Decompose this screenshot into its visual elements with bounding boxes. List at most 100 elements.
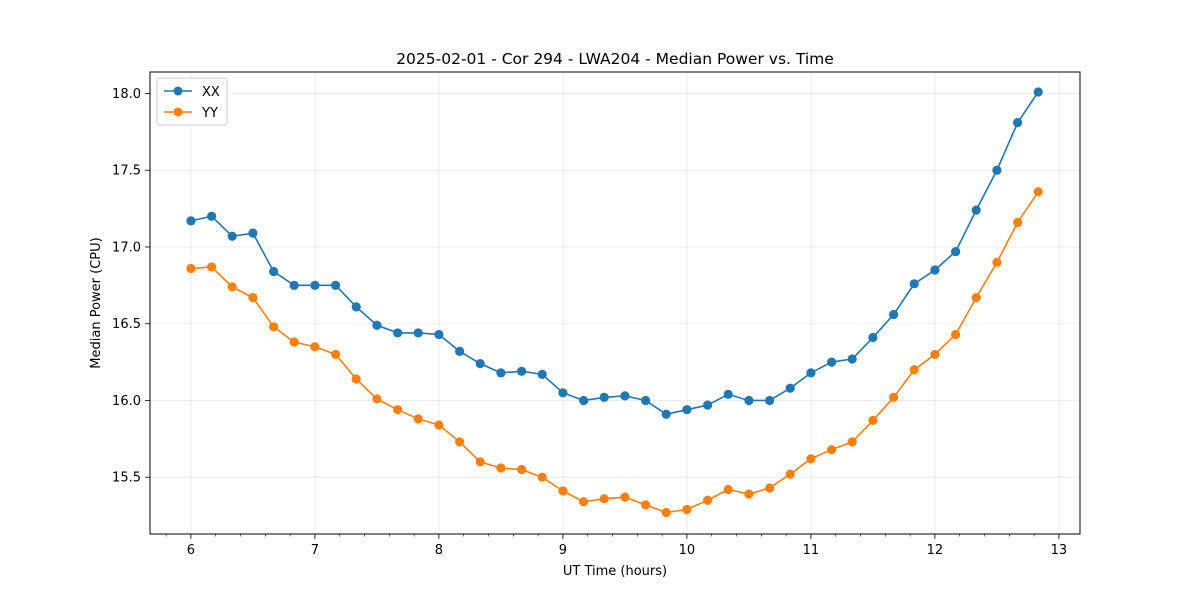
data-point-xx: [620, 391, 630, 401]
data-point-xx: [579, 395, 589, 406]
data-point-xx: [703, 400, 713, 410]
data-point-yy: [827, 444, 837, 455]
data-point-yy: [806, 454, 816, 464]
data-point-xx: [723, 389, 733, 399]
x-tick-label: 13: [1051, 543, 1068, 558]
data-point-xx: [930, 265, 940, 275]
data-point-xx: [558, 388, 568, 398]
data-point-yy: [723, 484, 733, 495]
data-point-yy: [331, 349, 341, 360]
data-point-xx: [785, 383, 795, 393]
data-point-xx: [372, 320, 382, 330]
data-point-yy: [641, 500, 651, 510]
data-point-yy: [289, 337, 299, 347]
data-point-yy: [909, 365, 919, 375]
data-point-yy: [393, 405, 403, 415]
data-point-yy: [413, 414, 423, 424]
y-tick-label: 18.0: [112, 87, 141, 102]
data-point-yy: [227, 282, 237, 292]
data-point-xx: [434, 329, 444, 340]
data-point-xx: [827, 357, 837, 367]
data-point-yy: [744, 489, 754, 499]
data-point-yy: [207, 262, 217, 272]
data-point-yy: [248, 293, 258, 303]
data-point-xx: [847, 354, 857, 364]
y-tick-label: 16.5: [112, 317, 141, 332]
data-point-yy: [1033, 187, 1043, 197]
data-point-yy: [951, 329, 961, 340]
data-point-xx: [806, 368, 816, 378]
x-tick-label: 7: [311, 543, 319, 558]
data-point-xx: [496, 368, 506, 378]
data-point-xx: [186, 216, 196, 226]
data-point-yy: [661, 507, 671, 518]
data-point-yy: [351, 374, 361, 384]
y-axis-label: Median Power (CPU): [89, 237, 104, 368]
data-point-xx: [682, 405, 692, 415]
data-point-yy: [930, 349, 940, 360]
x-tick-label: 6: [187, 543, 195, 558]
chart-title: 2025-02-01 - Cor 294 - LWA204 - Median P…: [396, 50, 834, 68]
data-point-xx: [951, 246, 961, 257]
x-tick-label: 8: [435, 543, 443, 558]
data-point-yy: [186, 263, 196, 274]
data-point-yy: [310, 342, 320, 352]
legend: XX YY: [156, 77, 228, 126]
x-tick-label: 11: [803, 543, 820, 558]
data-point-xx: [599, 392, 609, 402]
data-point-xx: [909, 279, 919, 289]
plot-frame: [149, 71, 1081, 535]
data-point-xx: [537, 369, 547, 379]
data-point-xx: [517, 366, 527, 376]
data-point-xx: [1033, 87, 1043, 97]
data-point-yy: [372, 394, 382, 404]
data-point-xx: [413, 328, 423, 338]
data-point-xx: [455, 346, 465, 356]
x-axis-label: UT Time (hours): [563, 564, 667, 579]
data-point-yy: [785, 469, 795, 479]
x-tick-label: 9: [559, 543, 567, 558]
data-point-yy: [496, 463, 506, 473]
data-point-xx: [641, 395, 651, 406]
axis-ticks: 6 7 8 9 10 11 12 13 15.5 16.0 16.5 17.0 17.5 18.0: [112, 87, 1067, 558]
data-point-xx: [475, 359, 485, 369]
series-layer: [186, 87, 1043, 518]
data-point-xx: [889, 309, 899, 320]
data-point-xx: [744, 395, 754, 406]
legend-marker-yy: [173, 107, 183, 117]
data-point-xx: [661, 409, 671, 419]
data-point-yy: [269, 322, 279, 332]
data-point-xx: [1013, 118, 1023, 128]
data-point-xx: [207, 211, 217, 221]
data-point-xx: [331, 280, 341, 290]
data-point-yy: [1013, 217, 1023, 228]
data-point-yy: [579, 497, 589, 507]
data-point-xx: [248, 228, 258, 238]
data-point-xx: [992, 165, 1002, 175]
data-point-yy: [599, 494, 609, 504]
data-point-yy: [992, 257, 1002, 267]
data-point-xx: [868, 332, 878, 343]
data-point-yy: [847, 437, 857, 447]
data-point-yy: [620, 492, 630, 502]
data-point-xx: [971, 205, 981, 215]
data-point-yy: [971, 293, 981, 303]
data-point-yy: [682, 504, 692, 515]
y-tick-label: 17.5: [112, 164, 141, 179]
data-point-yy: [537, 472, 547, 482]
y-tick-label: 16.0: [112, 394, 141, 409]
data-point-xx: [393, 328, 403, 338]
data-point-yy: [475, 457, 485, 467]
legend-label-xx: XX: [202, 85, 220, 100]
y-tick-label: 17.0: [112, 240, 141, 255]
data-point-xx: [227, 231, 237, 241]
grid: [150, 72, 1080, 534]
data-point-xx: [289, 280, 299, 290]
data-point-xx: [351, 302, 361, 312]
legend-label-yy: YY: [201, 106, 218, 121]
data-point-yy: [889, 392, 899, 402]
data-point-yy: [517, 464, 527, 475]
data-point-xx: [765, 395, 775, 406]
x-tick-label: 10: [679, 543, 696, 558]
legend-marker-xx: [173, 86, 183, 96]
